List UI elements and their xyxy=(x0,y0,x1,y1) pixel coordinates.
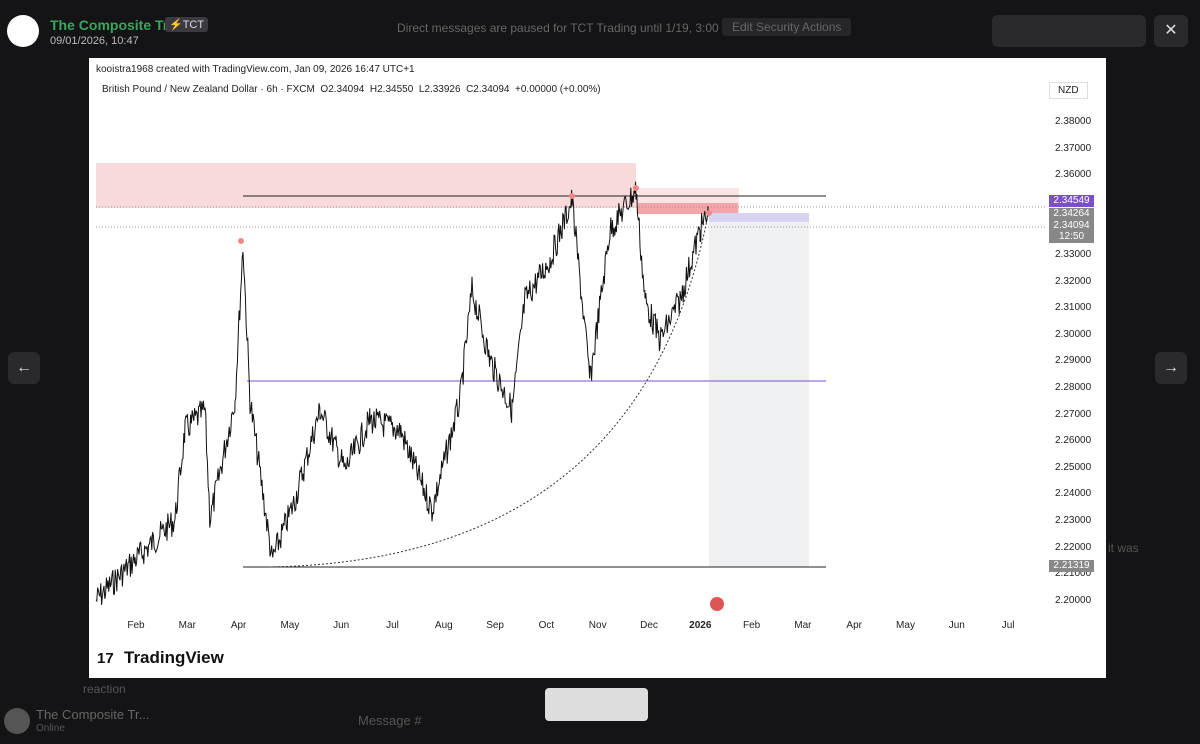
avatar xyxy=(7,15,39,47)
price-label: 2.21000 xyxy=(1055,568,1092,580)
price-label: 2.29000 xyxy=(1055,355,1092,367)
price-label: 2.26000 xyxy=(1055,435,1092,447)
brand: TradingView xyxy=(124,648,224,667)
marker xyxy=(569,193,575,199)
time-label: Jul xyxy=(386,620,399,631)
marker xyxy=(238,238,244,244)
time-label: Oct xyxy=(538,620,555,631)
marker xyxy=(706,210,712,216)
chart-svg xyxy=(95,163,1046,611)
composer[interactable]: Message # xyxy=(358,713,422,728)
time-label: Mar xyxy=(178,620,196,631)
price-badge: 2.34094 xyxy=(1049,220,1094,232)
badge: ⚡TCT xyxy=(165,17,209,32)
countdown: 12:50 xyxy=(1049,231,1094,243)
time-label: Jun xyxy=(948,620,965,631)
price-label: 2.31000 xyxy=(1055,302,1092,314)
brand-logo: 17 xyxy=(97,650,114,667)
zone xyxy=(638,203,738,214)
footer-status: Online xyxy=(36,723,65,734)
price-label: 2.27000 xyxy=(1055,408,1092,420)
price-label: 2.33000 xyxy=(1055,249,1092,260)
footer-user: The Composite Tr... xyxy=(36,707,150,722)
background-text: it was xyxy=(1108,541,1139,555)
time-label: Jul xyxy=(1001,620,1015,631)
footer-avatar xyxy=(4,708,30,734)
time-label: 2026 xyxy=(689,620,712,631)
prev-button[interactable]: ← xyxy=(8,352,40,384)
price-label: 2.38000 xyxy=(1055,116,1092,127)
time-label: Apr xyxy=(230,620,247,631)
price-label: 2.22000 xyxy=(1055,541,1092,553)
time-label: Sep xyxy=(486,620,504,631)
time-label: Aug xyxy=(434,620,453,631)
time-label: Nov xyxy=(588,620,607,631)
creator: kooistra1968 created with TradingView.co… xyxy=(96,64,415,75)
time-label: Feb xyxy=(127,620,145,631)
price-label: 2.36000 xyxy=(1055,169,1092,181)
time-label: Apr xyxy=(846,620,862,631)
time-label: Dec xyxy=(640,620,658,631)
price-label: 2.32000 xyxy=(1055,275,1092,287)
symbol: British Pound / New Zealand Dollar · 6h … xyxy=(102,84,601,95)
price-label: 2.20000 xyxy=(1055,594,1092,606)
time-label: Mar xyxy=(794,620,812,631)
currency: NZD xyxy=(1049,82,1088,99)
stop-zone xyxy=(709,222,809,567)
next-button[interactable]: → xyxy=(1155,352,1187,384)
price-label: 2.30000 xyxy=(1055,328,1092,340)
price-label: 2.25000 xyxy=(1055,461,1092,473)
price-label: 2.23000 xyxy=(1055,515,1092,526)
channel-name[interactable]: The Composite Tr... xyxy=(50,17,180,33)
supply-zone xyxy=(96,163,636,208)
security-button[interactable]: Edit Security Actions xyxy=(722,18,852,36)
chart-image: kooistra1968 created with TradingView.co… xyxy=(89,58,1106,678)
target-zone xyxy=(709,213,809,222)
price-badge: 2.34549 xyxy=(1049,195,1094,207)
timestamp: 09/01/2026, 10:47 xyxy=(50,35,139,47)
toolbar xyxy=(992,15,1146,47)
event-icon xyxy=(710,597,724,611)
time-label: May xyxy=(280,620,300,631)
price-label: 2.37000 xyxy=(1055,142,1092,154)
marker xyxy=(633,185,639,191)
close-button[interactable]: ✕ xyxy=(1154,15,1188,47)
time-label: Feb xyxy=(742,620,761,631)
notice: Direct messages are paused for TCT Tradi… xyxy=(397,21,741,35)
price-badge: 2.34264 xyxy=(1049,208,1094,220)
time-label: May xyxy=(896,620,915,631)
time-label: Jun xyxy=(333,620,350,631)
thumbnails[interactable] xyxy=(545,688,648,721)
price-label: 2.24000 xyxy=(1055,488,1092,500)
background-text: reaction xyxy=(83,682,126,696)
price-line xyxy=(95,181,709,605)
price-badge: 2.21319 xyxy=(1049,560,1094,572)
price-label: 2.28000 xyxy=(1055,382,1092,393)
